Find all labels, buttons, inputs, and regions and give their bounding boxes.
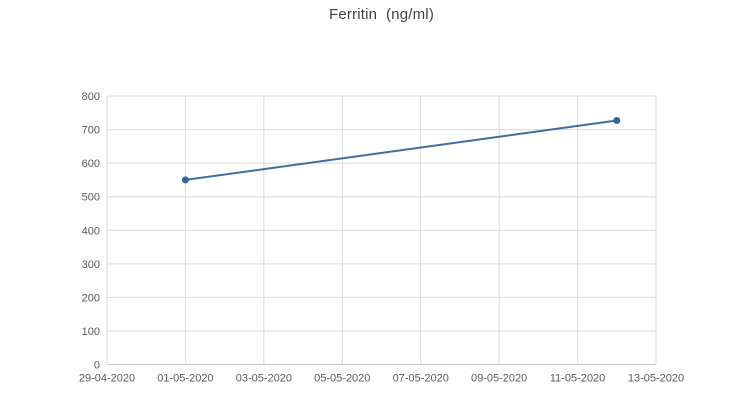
y-tick-label: 800	[82, 91, 100, 103]
y-tick-label: 200	[82, 292, 100, 304]
series-line	[184, 119, 618, 181]
y-tick-label: 0	[94, 360, 100, 372]
x-tick-label: 07-05-2020	[393, 373, 449, 385]
x-tick-label: 09-05-2020	[471, 373, 527, 385]
y-tick-label: 600	[82, 158, 100, 170]
data-point	[613, 117, 621, 125]
chart-title: Ferritin (ng/ml)	[328, 6, 435, 23]
x-tick-label: 11-05-2020	[550, 373, 605, 385]
x-tick-label: 01-05-2020	[157, 373, 213, 385]
x-tick-label: 05-05-2020	[314, 373, 370, 385]
y-tick-label: 500	[82, 192, 100, 204]
x-tick-label: 13-05-2020	[628, 373, 684, 385]
data-point	[181, 176, 189, 184]
y-tick-label: 100	[82, 326, 100, 338]
y-tick-label: 400	[82, 225, 100, 237]
x-tick-label: 03-05-2020	[236, 373, 292, 385]
y-tick-label: 300	[82, 259, 100, 271]
x-tick-label: 29-04-2020	[79, 373, 135, 385]
y-tick-label: 700	[82, 125, 100, 137]
